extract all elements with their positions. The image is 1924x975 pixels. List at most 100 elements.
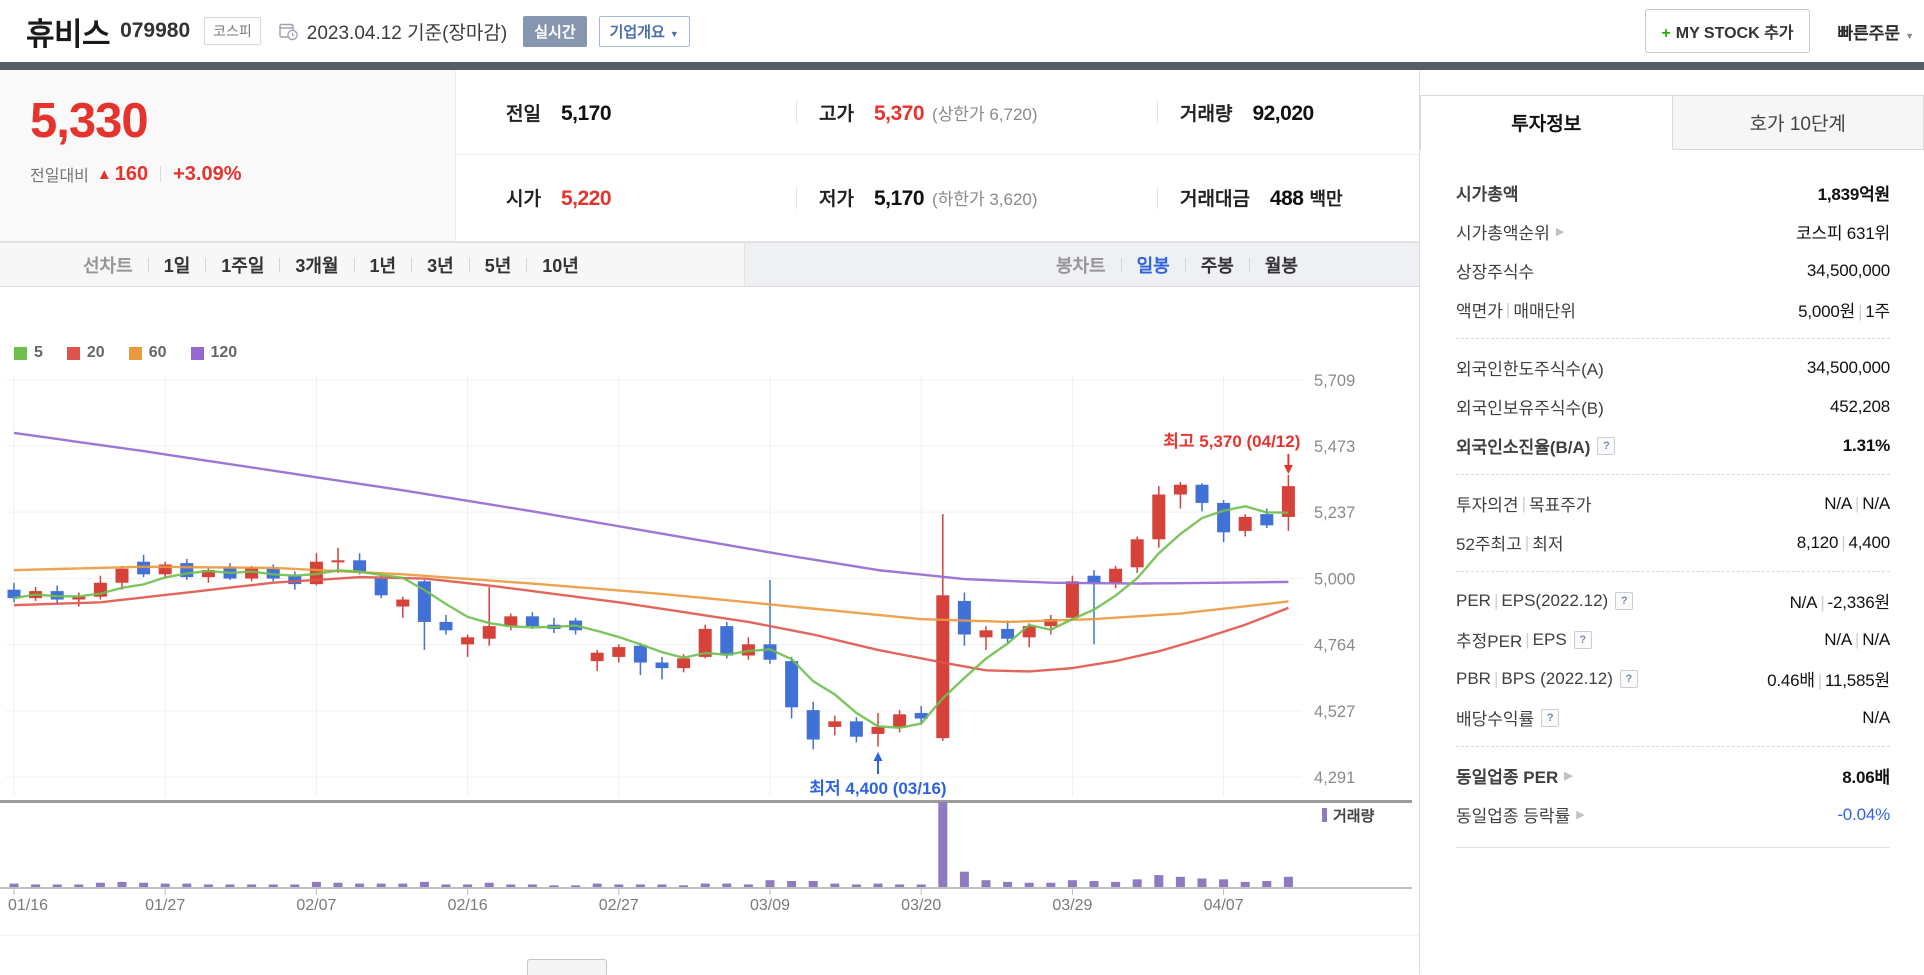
low-label: 저가: [819, 184, 854, 211]
trade-value: 488: [1270, 187, 1304, 211]
info-row: PBR|BPS (2022.12)? 0.46배|11,585원: [1456, 659, 1890, 698]
chart-period-tab-7[interactable]: 5년: [470, 252, 527, 278]
info-value: 1,839억원: [1818, 180, 1890, 205]
chevron-right-icon: ▶: [1576, 808, 1584, 821]
help-icon[interactable]: ?: [1620, 670, 1638, 688]
chevron-right-icon: ▶: [1556, 225, 1564, 238]
add-my-stock-button[interactable]: +MY STOCK 추가: [1645, 9, 1809, 53]
svg-text:최고 5,370 (04/12): 최고 5,370 (04/12): [1163, 432, 1300, 451]
chart-period-tab-8[interactable]: 10년: [527, 252, 594, 278]
info-value: -0.04%: [1837, 805, 1890, 825]
chart-type-tab-4[interactable]: 월봉: [1250, 252, 1313, 278]
info-value: 34,500,000: [1807, 261, 1890, 281]
info-value: 34,500,000: [1807, 358, 1890, 378]
chart-period-tab-6[interactable]: 3년: [412, 252, 469, 278]
svg-text:4,291: 4,291: [1314, 769, 1355, 787]
svg-text:03/20: 03/20: [901, 897, 941, 914]
info-row: 외국인보유주식수(B)452,208: [1456, 387, 1890, 426]
info-row: PER|EPS(2022.12)?N/A|-2,336원: [1456, 581, 1890, 620]
chart-period-tab-5[interactable]: 1년: [355, 252, 412, 278]
ma-legend-item-120: 120: [191, 344, 238, 362]
info-label[interactable]: 동일업종 PER▶: [1456, 763, 1573, 788]
ma-legend-item-5: 5: [14, 344, 43, 362]
info-row: 외국인소진율(B/A)?1.31%: [1456, 426, 1890, 465]
chart-period-tab-4[interactable]: 3개월: [280, 252, 353, 278]
info-row: 외국인한도주식수(A) 34,500,000: [1456, 348, 1890, 387]
open-value: 5,220: [561, 187, 611, 211]
clock-icon: [279, 22, 298, 41]
help-icon[interactable]: ?: [1615, 592, 1633, 610]
svg-text:03/09: 03/09: [750, 897, 790, 914]
svg-text:5,709: 5,709: [1314, 372, 1355, 390]
header-divider-bar: [0, 62, 1924, 70]
ma-color-chip: [67, 347, 80, 360]
stock-code: 079980: [120, 19, 190, 43]
realtime-badge[interactable]: 실시간: [523, 16, 586, 47]
info-label: PER|EPS(2022.12)?: [1456, 591, 1633, 611]
open-label: 시가: [506, 184, 541, 211]
change-percent: +3.09%: [173, 163, 241, 186]
chart-type-tab-1[interactable]: 봉차트: [1041, 252, 1121, 278]
info-value: 0.46배|11,585원: [1767, 666, 1890, 691]
ma-color-chip: [14, 347, 27, 360]
volume-label: 거래량: [1180, 99, 1232, 126]
info-label: PBR|BPS (2022.12)?: [1456, 669, 1638, 689]
svg-text:5,000: 5,000: [1314, 571, 1355, 589]
svg-text:02/27: 02/27: [599, 897, 639, 914]
prev-close-label: 전일: [506, 99, 541, 126]
help-icon[interactable]: ?: [1597, 437, 1615, 455]
panel-tab-1[interactable]: 투자정보: [1420, 95, 1673, 150]
chevron-right-icon: ▶: [1564, 769, 1572, 782]
info-label: 외국인한도주식수(A): [1456, 355, 1604, 380]
panel-tab-2[interactable]: 호가 10단계: [1673, 95, 1924, 150]
svg-text:5,473: 5,473: [1314, 438, 1355, 456]
svg-text:04/07: 04/07: [1204, 897, 1244, 914]
info-label: 액면가|매매단위: [1456, 297, 1576, 322]
candlestick-chart[interactable]: 5,7095,4735,2375,0004,7644,5274,29101/16…: [0, 287, 1419, 937]
chart-period-tab-1[interactable]: 선차트: [68, 252, 148, 278]
info-label: 투자의견|목표주가: [1456, 491, 1592, 516]
stock-name: 휴비스: [26, 9, 110, 54]
chevron-down-icon: ▼: [670, 29, 679, 39]
svg-text:최저 4,400 (03/16): 최저 4,400 (03/16): [809, 779, 946, 798]
info-label[interactable]: 동일업종 등락률▶: [1456, 802, 1585, 827]
ma-legend-item-20: 20: [67, 344, 105, 362]
info-row: 배당수익률?N/A: [1456, 698, 1890, 737]
chart-period-tab-3[interactable]: 1주일: [206, 252, 279, 278]
trade-value-unit: 백만: [1309, 185, 1342, 211]
info-row: 추정PER|EPS?N/A|N/A: [1456, 620, 1890, 659]
chart-type-tab-2[interactable]: 일봉: [1122, 252, 1185, 278]
ma-color-chip: [129, 347, 142, 360]
reference-date: 2023.04.12 기준(장마감): [307, 18, 507, 45]
svg-text:03/29: 03/29: [1052, 897, 1092, 914]
info-value: N/A|N/A: [1824, 630, 1890, 650]
ma-legend-item-60: 60: [129, 344, 167, 362]
chart-type-tab-3[interactable]: 주봉: [1186, 252, 1249, 278]
company-overview-button[interactable]: 기업개요▼: [599, 16, 690, 47]
market-badge: 코스피: [204, 17, 261, 45]
help-icon[interactable]: ?: [1541, 709, 1559, 727]
quick-order-button[interactable]: 빠른주문▼: [1838, 19, 1914, 44]
svg-text:거래량: 거래량: [1333, 807, 1375, 825]
svg-text:02/16: 02/16: [448, 897, 488, 914]
help-icon[interactable]: ?: [1574, 631, 1592, 649]
info-row: 시가총액순위▶코스피 631위: [1456, 212, 1890, 251]
info-value: 1.31%: [1843, 436, 1890, 456]
info-row: 동일업종 PER▶8.06배: [1456, 756, 1890, 795]
info-label[interactable]: 시가총액순위▶: [1456, 219, 1564, 244]
chart-period-tab-2[interactable]: 1일: [149, 252, 206, 278]
